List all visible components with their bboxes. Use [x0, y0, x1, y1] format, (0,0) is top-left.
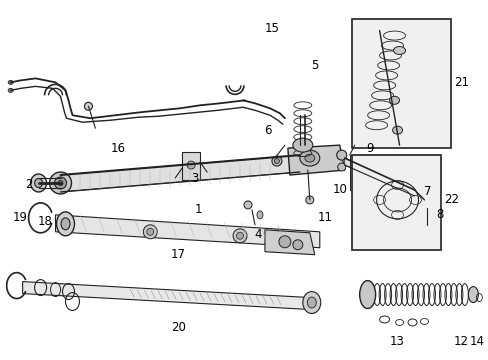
Bar: [351, 19, 450, 148]
Ellipse shape: [236, 232, 243, 239]
Ellipse shape: [31, 174, 46, 192]
Bar: [379, 192, 421, 220]
Polygon shape: [56, 215, 319, 248]
Ellipse shape: [84, 102, 92, 110]
Text: 17: 17: [170, 248, 185, 261]
Ellipse shape: [393, 46, 405, 54]
Ellipse shape: [336, 150, 346, 160]
Ellipse shape: [306, 297, 316, 308]
Bar: [349, 155, 369, 190]
Text: 4: 4: [254, 228, 261, 241]
Text: 9: 9: [365, 141, 373, 155]
Ellipse shape: [8, 88, 13, 92]
Ellipse shape: [146, 228, 153, 235]
Ellipse shape: [392, 126, 402, 134]
Ellipse shape: [278, 236, 290, 248]
Ellipse shape: [292, 240, 302, 250]
Text: 22: 22: [443, 193, 458, 206]
Text: 15: 15: [264, 22, 279, 35]
Text: 18: 18: [38, 215, 53, 228]
Text: 1: 1: [194, 203, 202, 216]
Ellipse shape: [422, 198, 431, 208]
Ellipse shape: [304, 154, 314, 162]
Ellipse shape: [58, 180, 63, 185]
Polygon shape: [61, 155, 299, 192]
Text: 2: 2: [25, 179, 32, 192]
Polygon shape: [264, 230, 314, 255]
Text: 12: 12: [453, 335, 468, 348]
Text: 6: 6: [264, 124, 271, 137]
Text: 16: 16: [111, 141, 125, 155]
Text: 14: 14: [469, 335, 484, 348]
Ellipse shape: [468, 287, 477, 302]
Ellipse shape: [57, 212, 74, 236]
Text: 10: 10: [332, 184, 346, 197]
Ellipse shape: [389, 96, 399, 104]
Text: 21: 21: [453, 76, 468, 89]
Ellipse shape: [305, 196, 313, 204]
Ellipse shape: [55, 177, 66, 189]
Text: 5: 5: [310, 59, 318, 72]
Bar: [182, 152, 200, 180]
Text: 8: 8: [435, 208, 442, 221]
Ellipse shape: [35, 179, 42, 188]
Ellipse shape: [359, 280, 375, 309]
Polygon shape: [344, 158, 414, 196]
Text: 20: 20: [170, 321, 185, 334]
Text: 3: 3: [191, 171, 199, 185]
Text: 11: 11: [317, 211, 331, 224]
Ellipse shape: [299, 150, 319, 166]
Ellipse shape: [49, 172, 71, 194]
Polygon shape: [22, 282, 309, 310]
Text: 7: 7: [423, 185, 430, 198]
Ellipse shape: [143, 225, 157, 239]
Ellipse shape: [302, 292, 320, 314]
Ellipse shape: [244, 201, 251, 209]
Text: 19: 19: [13, 211, 28, 224]
Ellipse shape: [187, 161, 195, 169]
Ellipse shape: [233, 229, 246, 243]
Ellipse shape: [256, 211, 263, 219]
Ellipse shape: [274, 159, 279, 163]
Ellipse shape: [292, 138, 312, 152]
Ellipse shape: [8, 80, 13, 84]
Ellipse shape: [337, 163, 345, 171]
Bar: [351, 155, 441, 250]
Text: 13: 13: [389, 335, 404, 348]
Ellipse shape: [271, 156, 281, 166]
Ellipse shape: [61, 218, 70, 230]
Polygon shape: [287, 145, 344, 175]
